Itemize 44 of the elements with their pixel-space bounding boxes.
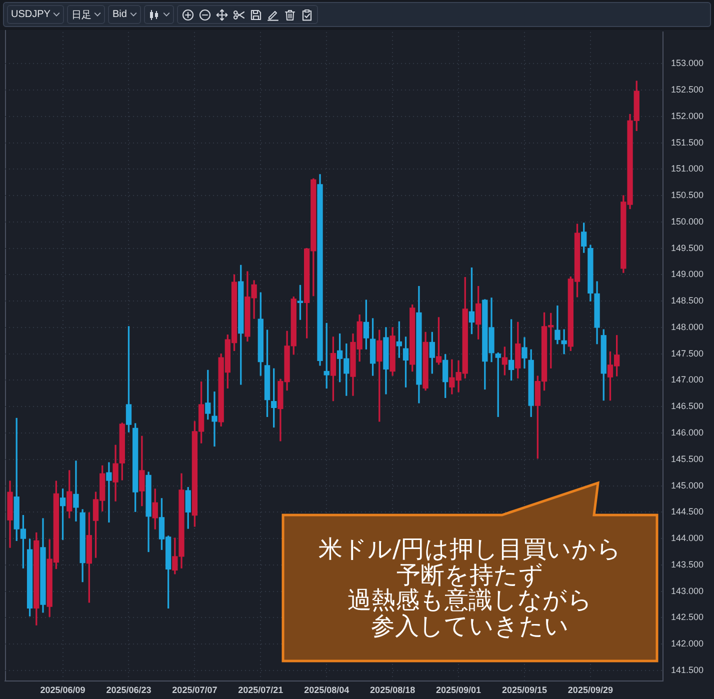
y-tick-label: 142.000: [671, 638, 704, 649]
dropdown-button: Bid: [108, 5, 141, 24]
y-tick-label: 152.500: [671, 84, 704, 95]
y-tick-label: 149.500: [671, 242, 704, 253]
y-tick-label: 146.500: [671, 401, 704, 412]
y-tick-label: 148.500: [671, 296, 704, 306]
chart-title: USDJPY: [11, 9, 50, 20]
y-tick-label: 143.500: [671, 559, 704, 570]
x-tick-label: 2025/08/18: [370, 684, 416, 695]
dropdown-button: 日足: [67, 5, 106, 24]
y-tick-label: 144.500: [671, 506, 704, 517]
x-tick-label: 2025/09/15: [502, 684, 548, 695]
y-tick-label: 143.000: [671, 586, 704, 596]
annotation: 参入していきたい: [371, 612, 569, 640]
candlestick: [561, 329, 567, 354]
y-tick-label: 150.000: [671, 216, 704, 226]
y-tick-label: 142.500: [671, 612, 704, 622]
x-tick-label: 2025/09/01: [436, 684, 482, 695]
y-tick-label: 144.000: [671, 533, 704, 544]
y-tick-label: 147.500: [671, 348, 704, 358]
candlestick: [212, 392, 218, 447]
y-tick-label: 151.000: [671, 164, 704, 174]
y-tick-label: 145.000: [671, 480, 704, 490]
y-tick-label: 147.000: [671, 374, 704, 385]
x-tick-label: 2025/09/29: [568, 684, 613, 695]
y-tick-label: 148.000: [671, 322, 704, 332]
annotation: 予断を持たず: [396, 560, 544, 588]
y-tick-label: 145.500: [671, 454, 704, 464]
x-tick-label: 2025/07/07: [172, 684, 218, 695]
y-tick-label: 150.500: [671, 190, 704, 200]
annotation: 米ドル/円は押し目買いから: [318, 535, 622, 563]
candlestick: [106, 462, 112, 523]
x-tick-label: 2025/06/09: [40, 684, 86, 695]
dropdown-button: USDJPY: [7, 5, 64, 24]
x-tick-label: 2025/07/21: [238, 684, 284, 695]
y-tick-label: 151.500: [671, 137, 704, 148]
y-tick-label: 153.000: [671, 58, 704, 68]
candlestick: [73, 460, 79, 522]
y-tick-label: 149.000: [671, 269, 704, 280]
y-tick-label: 146.000: [671, 427, 704, 438]
y-tick-label: 141.500: [671, 664, 704, 675]
y-tick-label: 152.000: [671, 110, 704, 121]
x-tick-label: 2025/06/23: [106, 684, 152, 695]
x-tick-label: 2025/08/04: [304, 684, 350, 695]
